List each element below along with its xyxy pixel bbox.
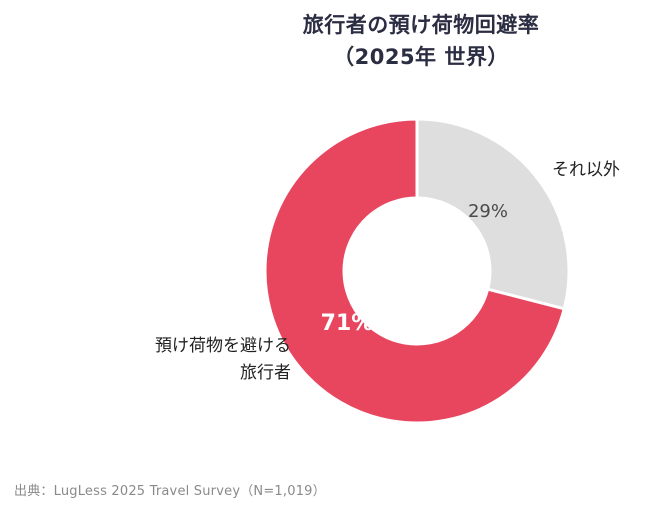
slice-value-label-avoiders: 71%: [320, 311, 374, 336]
chart-title: 旅行者の預け荷物回避率 （2025年 世界）: [191, 10, 650, 73]
chart-title-line1: 旅行者の預け荷物回避率: [302, 13, 540, 37]
donut-slice: [263, 117, 566, 425]
slice-category-label-avoiders-line2: 旅行者: [240, 363, 291, 383]
chart-title-line2: （2025年 世界）: [333, 44, 509, 69]
slice-category-label-avoiders: 預け荷物を避ける 旅行者: [78, 333, 291, 387]
donut-slice: [415, 117, 571, 311]
source-note: 出典：LugLess 2025 Travel Survey（N=1,019）: [14, 484, 326, 499]
slice-value-label-others: 29%: [467, 201, 508, 222]
slice-category-label-others: それ以外: [552, 160, 620, 180]
slice-category-label-avoiders-line1: 預け荷物を避ける: [155, 336, 291, 356]
